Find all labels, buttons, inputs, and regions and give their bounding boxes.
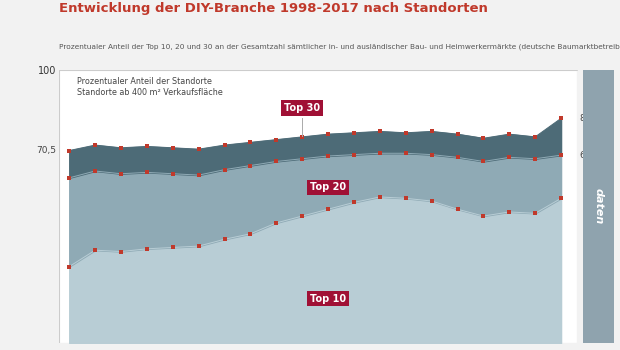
Text: Top 10: Top 10: [310, 294, 346, 303]
Text: Prozentualer Anteil der Top 10, 20 und 30 an der Gesamtzahl sämtlicher in- und a: Prozentualer Anteil der Top 10, 20 und 3…: [59, 44, 620, 50]
Bar: [59, 70, 577, 343]
Text: Top 30: Top 30: [284, 103, 321, 113]
Text: 68,8: 68,8: [579, 151, 599, 160]
Text: Standorte ab 400 m² Verkaufsfläche: Standorte ab 400 m² Verkaufsfläche: [77, 88, 223, 97]
Text: daten: daten: [593, 188, 603, 225]
Text: 82,3: 82,3: [579, 114, 599, 123]
Text: 70,5: 70,5: [37, 146, 56, 155]
Text: Prozentualer Anteil der Standorte: Prozentualer Anteil der Standorte: [77, 77, 212, 86]
Text: Top 20: Top 20: [310, 182, 346, 192]
Text: Entwicklung der DIY-Branche 1998-2017 nach Standorten: Entwicklung der DIY-Branche 1998-2017 na…: [59, 2, 488, 15]
